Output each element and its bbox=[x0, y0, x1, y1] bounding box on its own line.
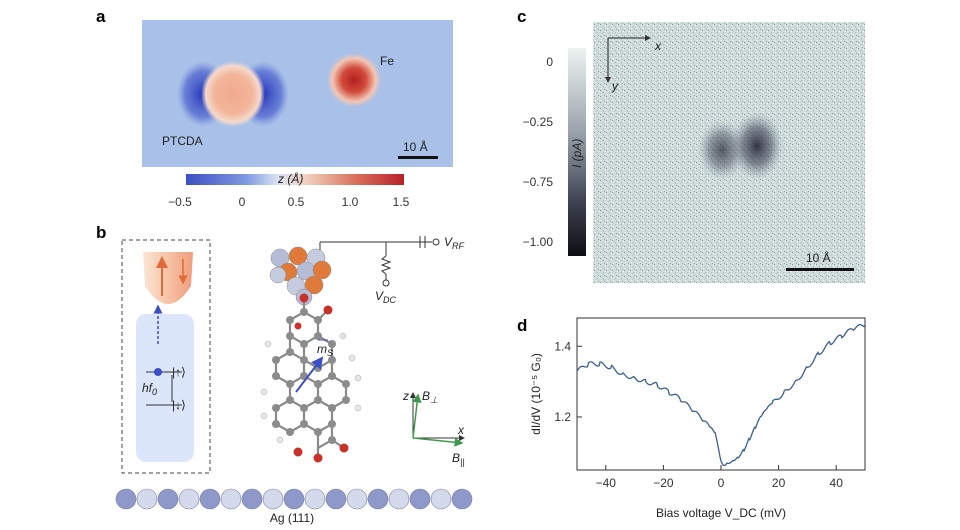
ag-atom bbox=[241, 488, 263, 510]
colorbar-a-tick-2: 0.5 bbox=[288, 195, 305, 209]
ag-atom bbox=[136, 488, 158, 510]
vdc-label: VDC bbox=[375, 289, 397, 305]
current-map-image: x y 10 Å bbox=[593, 22, 865, 283]
y-axis-label: dI/dV (10⁻⁵ G₀) bbox=[529, 353, 543, 435]
didv-chart: −40 −20 0 20 40 1.2 1.4 Bias voltage V_DC (mV) d… bbox=[529, 317, 866, 520]
axis-x-label-c: x bbox=[654, 39, 662, 53]
panel-d-letter: d bbox=[517, 316, 527, 335]
ag-atom bbox=[220, 488, 242, 510]
state-up-label: |↑⟩ bbox=[172, 365, 186, 379]
ag-atom bbox=[199, 488, 221, 510]
axis-y-label-c: y bbox=[611, 79, 619, 93]
substrate-label: Ag (111) bbox=[270, 511, 314, 525]
spin-moment-arrow-icon bbox=[295, 356, 324, 393]
ag-atom bbox=[430, 488, 452, 510]
axis-z-label: z bbox=[402, 389, 409, 403]
ag-atom bbox=[115, 488, 137, 510]
x-tick-label: 0 bbox=[718, 476, 725, 490]
panel-a-scalebar bbox=[398, 156, 438, 159]
didv-series-line bbox=[576, 323, 866, 467]
panel-a-colorbar: z (Å) −0.5 0 0.5 1.0 1.5 bbox=[168, 171, 410, 209]
atom-state-box bbox=[136, 314, 194, 462]
colorbar-c-tick-1: −0.25 bbox=[523, 115, 554, 129]
plot-frame bbox=[576, 317, 866, 471]
stm-tip-cluster: VRF VDC bbox=[269, 235, 465, 306]
stm-topography-image bbox=[142, 20, 453, 167]
x-tick-label: 40 bbox=[830, 476, 844, 490]
colorbar-c-label: I (pA) bbox=[570, 139, 584, 168]
panel-c-letter: c bbox=[517, 7, 526, 26]
ptcda-molecule bbox=[201, 61, 265, 127]
colorbar-a-tick-0: −0.5 bbox=[168, 195, 192, 209]
ag-atom bbox=[325, 488, 347, 510]
colorbar-c-tick-2: −0.75 bbox=[523, 175, 554, 189]
panel-c-scalebar bbox=[786, 268, 854, 271]
panel-a-scale-label: 10 Å bbox=[403, 139, 428, 154]
fe-atom bbox=[327, 53, 381, 107]
ag-atom bbox=[262, 488, 284, 510]
x-tick-label: −20 bbox=[653, 476, 674, 490]
ag-atom bbox=[451, 488, 473, 510]
fe-label: Fe bbox=[380, 54, 394, 68]
y-tick-label: 1.4 bbox=[554, 339, 571, 353]
panel-b-letter: b bbox=[96, 223, 106, 242]
ag-substrate bbox=[115, 488, 473, 510]
ag-atom bbox=[304, 488, 326, 510]
x-axis-label: Bias voltage V_DC (mV) bbox=[656, 506, 786, 520]
colorbar-c-tick-3: −1.00 bbox=[523, 235, 554, 249]
colorbar-a-tick-1: 0 bbox=[239, 195, 246, 209]
tip-spin-icon bbox=[143, 252, 193, 304]
ag-atom bbox=[178, 488, 200, 510]
resistor-icon bbox=[380, 255, 392, 275]
hf0-label: hf0 bbox=[142, 381, 157, 397]
ag-atom bbox=[388, 488, 410, 510]
colorbar-a-tick-3: 1.0 bbox=[342, 195, 359, 209]
state-down-label: |↓⟩ bbox=[172, 398, 186, 412]
panel-a-letter: a bbox=[96, 7, 106, 26]
b-par-label: B|| bbox=[452, 451, 465, 467]
ag-atom bbox=[346, 488, 368, 510]
field-axes: z x B⊥ B|| bbox=[402, 389, 465, 467]
x-tick-label: 20 bbox=[772, 476, 786, 490]
ag-atom bbox=[157, 488, 179, 510]
vrf-label: VRF bbox=[444, 235, 465, 251]
panel-c-scale-label: 10 Å bbox=[806, 250, 831, 265]
ag-atom bbox=[409, 488, 431, 510]
ptcda-label: PTCDA bbox=[162, 134, 203, 148]
ag-atom bbox=[283, 488, 305, 510]
b-perp-label: B⊥ bbox=[422, 389, 438, 405]
y-tick-label: 1.2 bbox=[554, 410, 571, 424]
electron-icon bbox=[154, 368, 162, 376]
colorbar-a-tick-4: 1.5 bbox=[393, 195, 410, 209]
current-colorbar: 0 −0.25 −0.75 −1.00 I (pA) bbox=[523, 48, 586, 256]
molecule-atoms bbox=[260, 293, 362, 463]
ptcda-molecule-model bbox=[274, 298, 348, 458]
energy-level-inset: |↑⟩ |↓⟩ hf0 bbox=[121, 239, 211, 474]
ag-atom bbox=[367, 488, 389, 510]
ms-label: mS bbox=[317, 342, 333, 358]
x-tick-label: −40 bbox=[596, 476, 617, 490]
colorbar-c-tick-0: 0 bbox=[546, 55, 553, 69]
axis-x-label-b: x bbox=[457, 423, 465, 437]
colorbar-a-label: z (Å) bbox=[277, 171, 303, 186]
